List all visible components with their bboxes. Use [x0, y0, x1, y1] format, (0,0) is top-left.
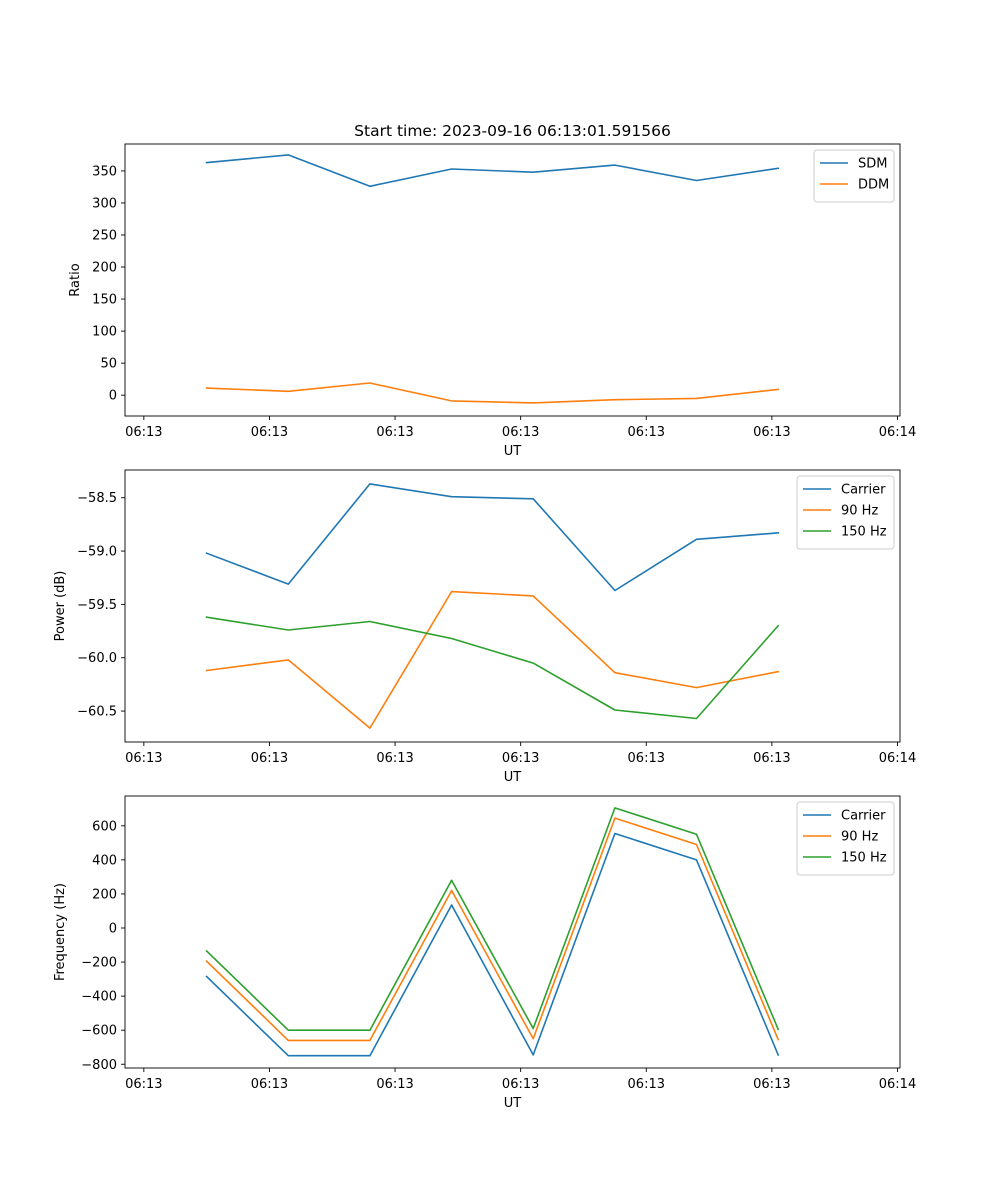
ratio-y-axis-label: Ratio [68, 263, 83, 296]
ratio-x-tick-label: 06:13 [753, 425, 790, 440]
ratio-y-tick-label: 250 [92, 228, 117, 243]
frequency-legend-label-90-hz: 90 Hz [841, 830, 878, 845]
power-series-carrier-line [205, 483, 780, 592]
frequency-series-150-hz-line [205, 807, 780, 1031]
power-x-tick-label: 06:13 [502, 751, 539, 766]
frequency-legend-label-150-hz: 150 Hz [841, 851, 887, 866]
power-legend-label-carrier: Carrier [841, 483, 886, 498]
frequency-x-tick-label: 06:13 [251, 1077, 288, 1092]
ratio-y-tick-label: 150 [92, 293, 117, 308]
power-x-tick-label: 06:13 [753, 751, 790, 766]
power-x-tick-label: 06:13 [251, 751, 288, 766]
frequency-y-tick-label: 200 [92, 887, 117, 902]
ratio-x-tick-label: 06:13 [251, 425, 288, 440]
power-series-90-hz-line [205, 590, 780, 729]
ratio-x-tick-label: 06:13 [502, 425, 539, 440]
frequency-x-tick-label: 06:14 [879, 1077, 916, 1092]
ratio-axes-frame [124, 143, 901, 417]
frequency-y-tick-label: −600 [81, 1024, 117, 1039]
power-y-tick-label: −60.5 [77, 705, 117, 720]
ratio-legend: SDM DDM [813, 149, 895, 203]
frequency-axes-frame [124, 795, 901, 1069]
power-y-tick-label: −58.5 [77, 491, 117, 506]
ratio-y-tick-label: 0 [109, 389, 117, 404]
ratio-x-tick-label: 06:13 [628, 425, 665, 440]
ratio-x-tick-label: 06:14 [879, 425, 916, 440]
frequency-x-tick-label: 06:13 [628, 1077, 665, 1092]
frequency-series-90-hz-line [205, 817, 780, 1042]
ratio-series-ddm-line [205, 382, 780, 404]
ratio-y-tick-label: 50 [100, 357, 117, 372]
power-y-tick-label: −59.5 [77, 598, 117, 613]
power-panel: 06:13 06:13 06:13 06:13 06:13 06:13 06:14 −60.5… [53, 469, 916, 785]
frequency-x-tick-label: 06:13 [125, 1077, 162, 1092]
frequency-y-axis-label: Frequency (Hz) [53, 883, 68, 981]
frequency-series-carrier-line [205, 832, 780, 1057]
frequency-x-axis-label: UT [504, 1096, 522, 1111]
power-y-axis-label: Power (dB) [53, 571, 68, 642]
power-series-150-hz-line [205, 616, 780, 720]
ratio-y-tick-label: 200 [92, 261, 117, 276]
ratio-x-tick-label: 06:13 [376, 425, 413, 440]
power-legend-label-90-hz: 90 Hz [841, 504, 878, 519]
ratio-y-tick-label: 350 [92, 164, 117, 179]
frequency-y-tick-label: −800 [81, 1058, 117, 1073]
ratio-y-tick-label: 100 [92, 325, 117, 340]
power-y-tick-label: −59.0 [77, 545, 117, 560]
frequency-x-tick-label: 06:13 [376, 1077, 413, 1092]
power-y-tick-label: −60.0 [77, 651, 117, 666]
ratio-panel: 06:13 06:13 06:13 06:13 06:13 06:13 06:14 0 50 10… [68, 143, 916, 459]
frequency-y-tick-label: 400 [92, 853, 117, 868]
power-x-tick-label: 06:13 [125, 751, 162, 766]
frequency-y-tick-label: 0 [109, 921, 117, 936]
power-x-tick-label: 06:14 [879, 751, 916, 766]
power-x-tick-label: 06:13 [376, 751, 413, 766]
power-legend-label-150-hz: 150 Hz [841, 525, 887, 540]
ratio-legend-label-sdm: SDM [858, 157, 887, 172]
frequency-panel: 06:13 06:13 06:13 06:13 06:13 06:13 06:14 −800 −… [53, 795, 916, 1111]
frequency-x-tick-label: 06:13 [753, 1077, 790, 1092]
frequency-x-tick-label: 06:13 [502, 1077, 539, 1092]
figure-title: Start time: 2023-09-16 06:13:01.591566 [354, 122, 671, 140]
ratio-series-sdm-line [205, 154, 780, 188]
power-legend: Carrier 90 Hz 150 Hz [796, 475, 895, 550]
power-x-axis-label: UT [504, 770, 522, 785]
ratio-x-tick-label: 06:13 [125, 425, 162, 440]
frequency-y-tick-label: 600 [92, 819, 117, 834]
frequency-legend-label-carrier: Carrier [841, 809, 886, 824]
power-x-tick-label: 06:13 [628, 751, 665, 766]
ratio-x-axis-label: UT [504, 444, 522, 459]
power-axes-frame [124, 469, 901, 743]
frequency-y-tick-label: −400 [81, 990, 117, 1005]
frequency-y-tick-label: −200 [81, 956, 117, 971]
ratio-y-tick-label: 300 [92, 196, 117, 211]
ratio-legend-label-ddm: DDM [858, 178, 889, 193]
frequency-legend: Carrier 90 Hz 150 Hz [796, 801, 895, 876]
